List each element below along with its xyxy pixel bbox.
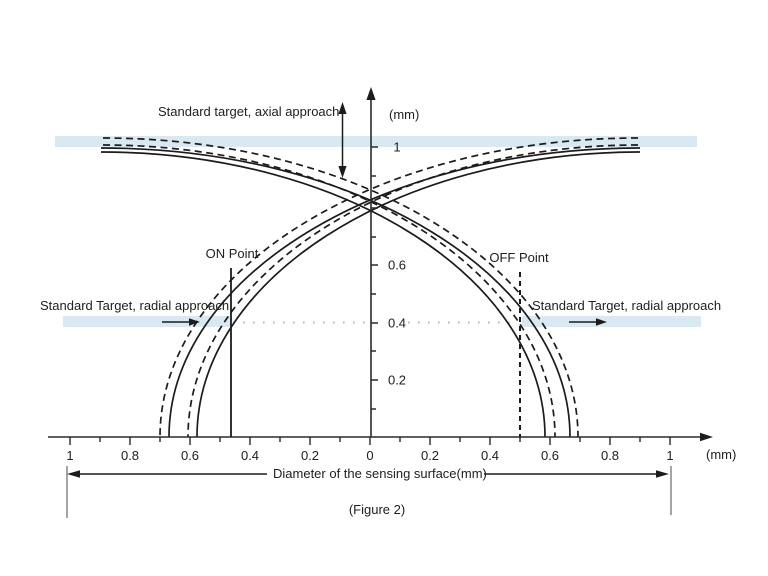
x-tick-label-neg-0-4: 0.4: [240, 448, 260, 463]
diameter-arrow-right-head: [656, 470, 669, 478]
curve-right-release-outer: [159, 137, 639, 438]
axial-arrow-up-head: [338, 102, 347, 114]
y-tick-label-0-2: 0.2: [387, 372, 407, 388]
x-tick-label-neg-0-8: 0.8: [120, 448, 140, 463]
x-axis-minor-ticks: [99, 437, 641, 442]
y-tick-label-0-6: 0.6: [387, 257, 407, 273]
y-axis-minor-ticks: [371, 175, 376, 410]
axial-arrow-down-head: [338, 166, 347, 178]
figure-caption: (Figure 2): [348, 502, 406, 517]
x-tick-label-0-8: 0.8: [600, 448, 620, 463]
y-axis-major-ticks: [371, 146, 378, 381]
on-point-label: ON Point: [205, 246, 259, 261]
y-tick-label-0-4: 0.4: [385, 315, 409, 331]
x-tick-label-neg-0-2: 0.2: [300, 448, 320, 463]
curve-right-operate-inner: [196, 151, 641, 438]
axial-approach-label: Standard target, axial approach: [158, 104, 340, 119]
x-tick-label-1: 1: [666, 448, 674, 463]
curve-left-operate-inner: [100, 151, 546, 438]
x-axis-unit-label: (mm): [706, 447, 737, 462]
curve-right-operate-outer: [168, 147, 641, 438]
y-axis-unit-label: (mm): [389, 107, 420, 122]
curve-left-release-outer: [102, 137, 579, 438]
x-tick-label-0-2: 0.2: [420, 448, 440, 463]
curve-right-release-inner: [187, 144, 639, 438]
radial-approach-label-right: Standard Target, radial approach: [532, 298, 722, 313]
x-axis-major-ticks: [69, 437, 671, 445]
diameter-arrow-left-head: [67, 470, 80, 478]
radial-target-band-right: [522, 316, 701, 327]
off-point-label: OFF Point: [489, 250, 549, 265]
y-axis-arrowhead: [366, 87, 376, 100]
radial-arrow-right-head: [596, 318, 607, 326]
x-tick-label-0: 0: [366, 448, 374, 463]
x-axis-arrowhead: [700, 432, 713, 442]
axial-target-band: [55, 136, 697, 147]
x-tick-label-0-6: 0.6: [540, 448, 560, 463]
curve-left-operate-outer: [100, 147, 571, 438]
x-tick-label-neg-1: 1: [66, 448, 74, 463]
x-tick-label-neg-0-6: 0.6: [180, 448, 200, 463]
x-tick-label-0-4: 0.4: [480, 448, 500, 463]
radial-target-band-left: [63, 316, 231, 327]
diameter-label: Diameter of the sensing surface(mm): [273, 466, 487, 481]
curve-left-release-inner: [102, 144, 556, 438]
radial-approach-label-left: Standard Target, radial approach: [40, 298, 230, 313]
radial-arrow-left-head: [189, 318, 200, 326]
y-tick-label-1: 1: [393, 139, 401, 155]
